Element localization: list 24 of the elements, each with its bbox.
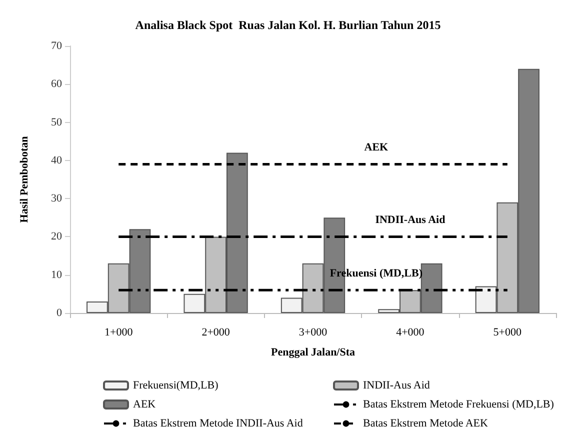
y-tick-label: 40 [51, 154, 62, 166]
legend-label: Batas Ekstrem Metode INDII-Aus Aid [133, 418, 304, 430]
legend-label: Batas Ekstrem Metode AEK [363, 418, 488, 430]
legend-label: AEK [133, 398, 156, 410]
annotation: AEK [364, 142, 389, 154]
chart-title: Analisa Black Spot Ruas Jalan Kol. H. Burlian Tahun 2015 [135, 18, 441, 32]
y-tick-label: 60 [51, 78, 62, 90]
x-tick-label: 3+000 [298, 326, 328, 338]
annotation: INDII-Aus Aid [375, 214, 446, 226]
x-tick-label: 1+000 [104, 326, 134, 338]
legend-label: INDII-Aus Aid [363, 380, 430, 392]
y-tick-label: 0 [56, 307, 62, 319]
y-tick-label: 10 [51, 268, 62, 281]
y-axis-title: Hasil Pembobotan [18, 136, 30, 223]
legend-label: Batas Ekstrem Metode Frekuensi (MD,LB) [363, 398, 554, 410]
x-axis-title: Penggal Jalan/Sta [270, 346, 356, 358]
y-tick-label: 50 [51, 116, 62, 128]
legend-label: Frekuensi(MD,LB) [133, 380, 219, 392]
x-tick-label: 4+000 [396, 326, 425, 338]
x-tick-label: 2+000 [202, 326, 230, 338]
y-tick-label: 70 [51, 40, 62, 52]
x-tick-label: 5+000 [493, 326, 522, 338]
y-tick-label: 20 [51, 230, 62, 243]
y-tick-label: 30 [51, 192, 62, 205]
